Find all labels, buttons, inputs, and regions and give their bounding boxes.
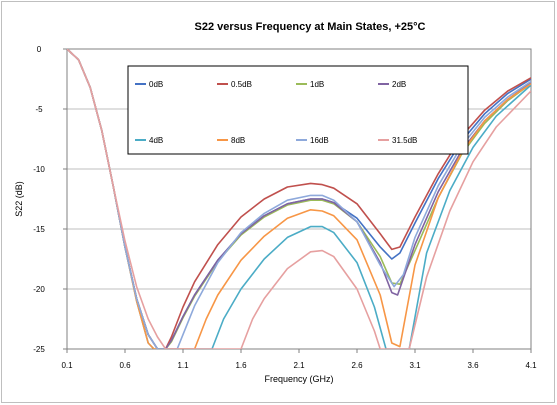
x-tick-label: 3.6 [467,361,479,370]
x-tick-label: 2.1 [293,361,305,370]
x-tick-label: 3.1 [409,361,421,370]
y-axis-ticks: 0 -5 -10 -15 -20 -25 [33,45,67,354]
y-tick-label: -10 [33,165,45,174]
x-tick-label: 1.1 [177,361,189,370]
y-tick-label: -15 [33,225,45,234]
x-tick-label: 0.6 [119,361,131,370]
chart-title: S22 versus Frequency at Main States, +25… [195,21,426,33]
legend: 0dB 0.5dB 1dB 2dB 4dB 8dB 16dB 31.5dB [127,65,469,155]
x-tick-label: 0.1 [61,361,73,370]
legend-entry-label: 8dB [231,136,245,145]
legend-entry-label: 0dB [149,80,163,89]
x-tick-label: 2.6 [351,361,363,370]
series-line-16dB [67,49,531,349]
legend-entry-label: 1dB [310,80,324,89]
series-line-31-5dB [67,49,531,349]
x-tick-label: 1.6 [235,361,247,370]
x-axis-label: Frequency (GHz) [264,374,333,384]
legend-entry-label: 4dB [149,136,163,145]
legend-entry-label: 16dB [310,136,329,145]
x-tick-label: 4.1 [525,361,537,370]
y-tick-label: -25 [33,345,45,354]
legend-entry-label: 2dB [392,80,406,89]
y-tick-label: -5 [35,105,43,114]
legend-entry-label: 0.5dB [231,80,252,89]
legend-entry-label: 31.5dB [392,136,417,145]
y-axis-label: S22 (dB) [14,181,24,217]
y-tick-label: -20 [33,285,45,294]
series-lines [67,49,531,349]
x-axis-ticks: 0.1 0.6 1.1 1.6 2.1 2.6 3.1 3.6 4.1 [61,349,537,370]
y-tick-label: 0 [37,45,42,54]
